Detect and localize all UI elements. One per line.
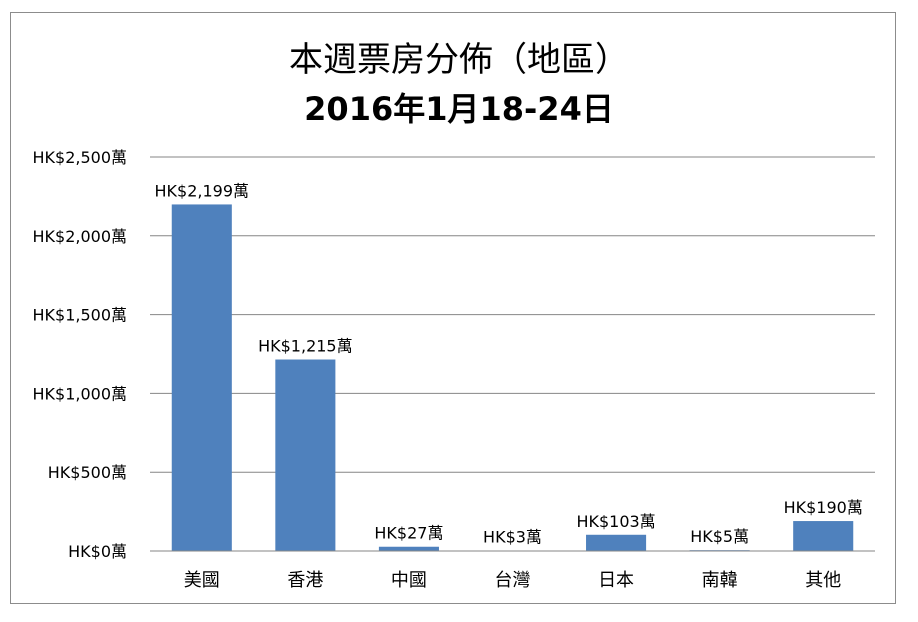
y-tick-label: HK$1,500萬: [32, 306, 127, 325]
data-label: HK$2,199萬: [155, 181, 250, 200]
y-tick-label: HK$500萬: [48, 463, 127, 482]
data-label: HK$1,215萬: [258, 337, 353, 356]
x-tick-label: 中國: [391, 570, 427, 591]
bar: [378, 546, 439, 551]
y-tick-label: HK$2,000萬: [32, 227, 127, 246]
data-label: HK$3萬: [483, 528, 542, 547]
chart-title: 本週票房分佈（地區）: [289, 40, 629, 80]
chart-subtitle: 2016年1月18-24日: [304, 90, 614, 128]
bar: [275, 359, 336, 551]
bar: [171, 204, 232, 551]
chart-frame: [10, 12, 896, 604]
bar: [586, 534, 647, 551]
y-tick-label: HK$2,500萬: [32, 148, 127, 167]
bar: [793, 521, 854, 551]
x-tick-label: 美國: [184, 570, 220, 591]
data-label: HK$27萬: [374, 524, 443, 543]
y-tick-label: HK$0萬: [68, 542, 127, 561]
x-tick-label: 台灣: [495, 570, 531, 591]
y-tick-label: HK$1,000萬: [32, 384, 127, 403]
x-tick-label: 香港: [287, 570, 323, 591]
x-tick-label: 日本: [598, 570, 634, 591]
data-label: HK$190萬: [784, 498, 863, 517]
data-label: HK$5萬: [690, 527, 749, 546]
data-label: HK$103萬: [576, 512, 655, 531]
x-tick-label: 其他: [805, 570, 841, 591]
x-tick-label: 南韓: [702, 570, 738, 591]
